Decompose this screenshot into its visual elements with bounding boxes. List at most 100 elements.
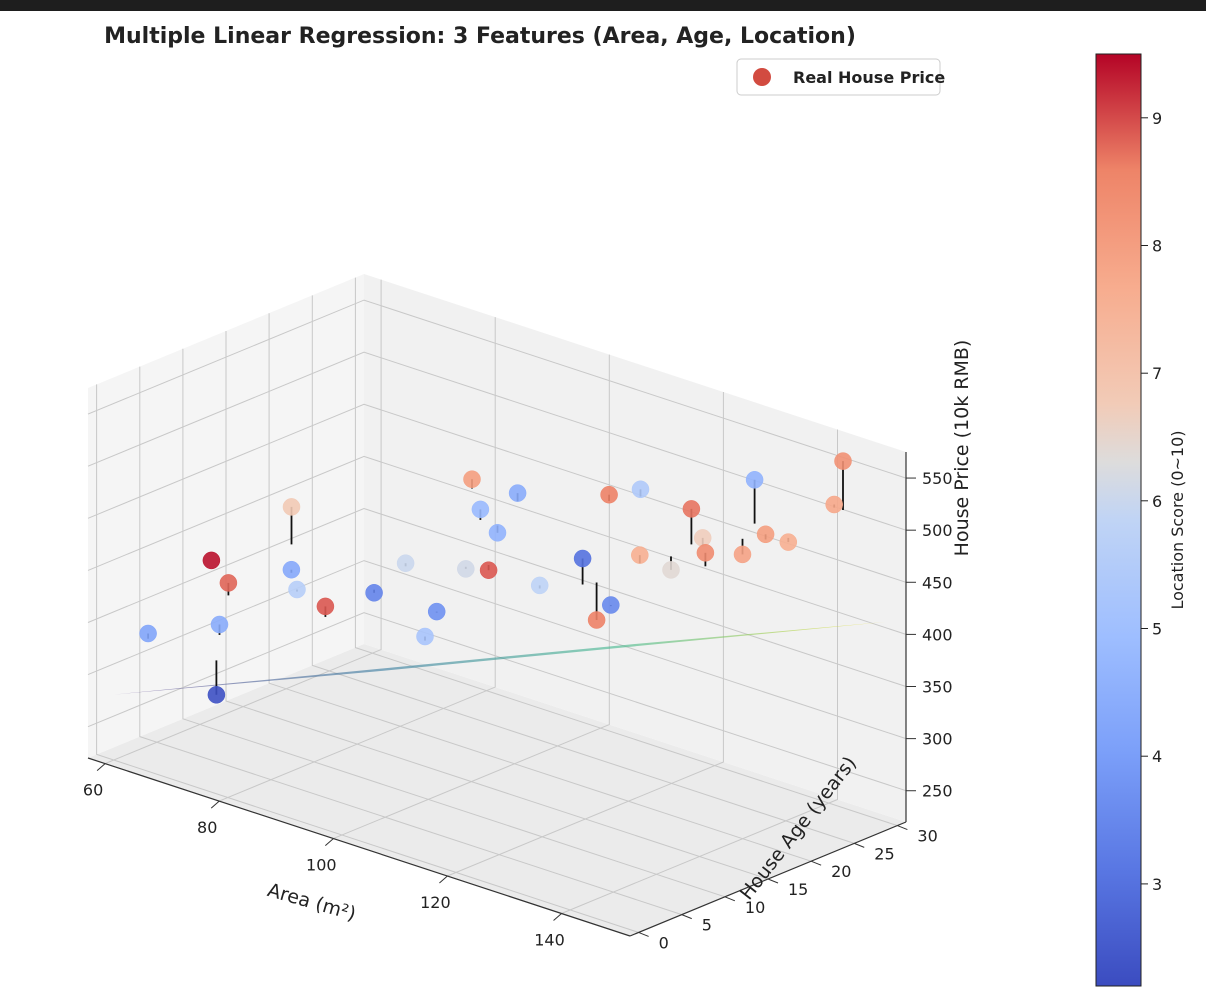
data-point — [219, 574, 238, 592]
regression-plane-surface — [113, 621, 886, 695]
z-tick-label: 450 — [922, 573, 953, 592]
data-point — [488, 524, 507, 542]
data-point — [282, 498, 301, 516]
y-tick-label: 30 — [917, 827, 937, 846]
data-point — [631, 480, 650, 499]
x-tick-label: 100 — [306, 856, 337, 875]
data-point — [416, 627, 434, 646]
grid-line — [87, 351, 907, 531]
data-point — [825, 495, 843, 514]
axes-grid — [87, 277, 907, 933]
data-point — [457, 560, 475, 578]
grid-line — [87, 403, 907, 583]
x-axis-line — [87, 757, 631, 937]
x-tick-label: 60 — [83, 781, 103, 800]
x-tick-mark — [553, 913, 562, 921]
data-point — [427, 602, 446, 621]
window-top-bar — [0, 0, 1206, 11]
data-point — [202, 551, 221, 570]
y-tick-mark — [724, 896, 736, 902]
y-tick-mark — [810, 860, 822, 866]
data-point — [282, 560, 301, 579]
data-point — [600, 485, 618, 504]
y-tick-label: 20 — [831, 862, 851, 881]
z-tick-label: 550 — [922, 469, 953, 488]
data-point — [587, 611, 606, 629]
grid-line — [87, 455, 907, 635]
data-point — [210, 615, 229, 634]
grid-line — [87, 299, 907, 479]
legend-frame — [736, 58, 941, 96]
y-tick-label: 15 — [788, 880, 808, 899]
axis-ticks: 60 80 100 120 140 0 5 10 15 20 25 30 250 300 350 400 450… — [83, 469, 953, 952]
colorbar-tick-label: 3 — [1152, 875, 1162, 894]
y-tick-mark — [897, 825, 908, 831]
colorbar: 3 4 5 6 7 8 9 Location Score (0~10) — [1095, 53, 1187, 987]
colorbar-ticks: 3 4 5 6 7 8 9 — [1141, 109, 1162, 894]
grid-line — [139, 366, 682, 916]
data-point — [631, 546, 649, 564]
data-point — [779, 533, 798, 551]
x-tick-label: 80 — [197, 818, 217, 837]
y-tick-label: 25 — [874, 844, 894, 863]
y-tick-mark — [854, 842, 865, 848]
data-point — [288, 580, 306, 599]
regression-plane — [113, 621, 886, 695]
colorbar-gradient — [1095, 53, 1142, 987]
data-point — [662, 561, 680, 579]
x-tick-mark — [96, 763, 106, 771]
z-tick-label: 300 — [922, 730, 953, 749]
data-point — [682, 500, 701, 518]
colorbar-tick-label: 9 — [1152, 109, 1162, 128]
data-point — [602, 596, 620, 614]
grid-line — [87, 507, 907, 687]
colorbar-tick-label: 8 — [1152, 237, 1162, 256]
data-point — [508, 484, 527, 502]
grid-line — [225, 331, 769, 880]
grid-line — [447, 392, 724, 877]
z-tick-label: 350 — [922, 678, 953, 697]
grid-line — [104, 279, 382, 765]
data-point — [365, 584, 383, 602]
data-point — [479, 561, 498, 579]
x-axis-label: Area (m²) — [265, 879, 358, 925]
grid-line — [561, 429, 838, 914]
data-point — [693, 529, 712, 547]
data-point — [530, 576, 549, 595]
data-point — [733, 545, 752, 564]
data-point — [207, 686, 226, 704]
data-point — [463, 470, 481, 488]
y-tick-label: 5 — [702, 916, 712, 935]
y-tick-label: 10 — [745, 898, 765, 917]
data-point — [756, 525, 775, 544]
colorbar-label: Location Score (0~10) — [1168, 430, 1187, 609]
y-tick-mark — [638, 931, 649, 937]
legend: Real House Price — [736, 58, 945, 96]
colorbar-tick-label: 4 — [1152, 747, 1162, 766]
data-point — [396, 554, 415, 572]
grid-line — [182, 348, 726, 898]
data-point — [573, 549, 592, 568]
x-tick-label: 120 — [420, 893, 451, 912]
data-point — [834, 452, 852, 470]
y-tick-label: 0 — [659, 933, 669, 952]
data-point — [316, 597, 335, 616]
data-point — [139, 624, 157, 643]
x-tick-mark — [210, 800, 220, 809]
grid-line — [87, 560, 907, 740]
grid-line — [96, 384, 639, 933]
legend-entry: Real House Price — [793, 68, 945, 87]
grid-line — [311, 295, 855, 844]
y-tick-mark — [767, 878, 779, 884]
z-tick-label: 400 — [922, 625, 953, 644]
grid-line — [219, 317, 496, 802]
data-points — [139, 452, 852, 704]
z-tick-label: 500 — [922, 521, 953, 540]
legend-marker — [753, 68, 771, 86]
grid-line — [268, 313, 812, 862]
chart-title: Multiple Linear Regression: 3 Features (… — [104, 24, 856, 49]
z-axis-label: House Price (10k RMB) — [951, 340, 973, 557]
colorbar-tick-label: 6 — [1152, 492, 1162, 511]
data-point — [471, 500, 490, 519]
